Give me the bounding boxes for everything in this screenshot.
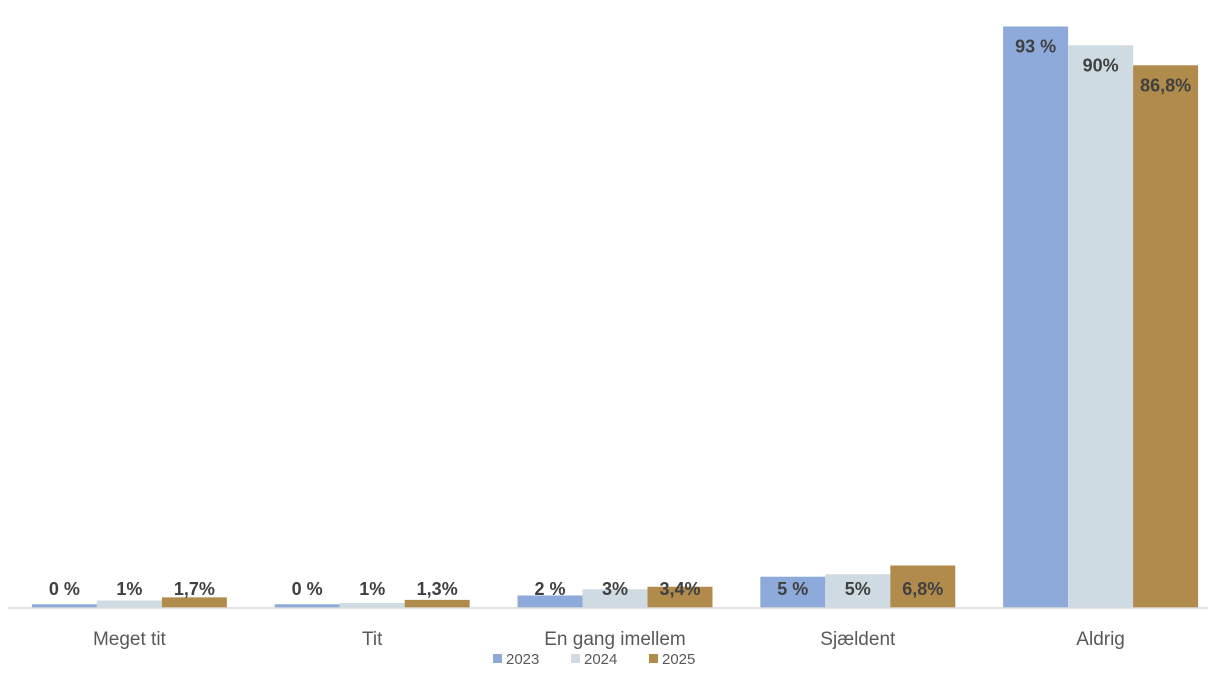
bar-tit-2024 [339, 602, 405, 608]
bar-aldrig-2023 [1003, 26, 1069, 609]
bar-meget-tit-2024 [96, 600, 162, 608]
bar-sjaeldent-2023 [760, 576, 826, 608]
legend-label-2025: 2025 [662, 651, 695, 668]
bar-en-gang-imellem-2025 [647, 586, 713, 608]
legend-label-2023: 2023 [506, 651, 539, 668]
data-label-en-gang-imellem-2025: 3,4% [659, 579, 700, 599]
legend-swatch-2023 [493, 654, 502, 663]
data-label-meget-tit-2025: 1,7% [174, 579, 215, 599]
data-label-aldrig-2025: 86,8% [1140, 75, 1191, 95]
data-label-sjaeldent-2025: 6,8% [902, 579, 943, 599]
legend: 2023 2024 2025 [493, 651, 695, 668]
legend-item-2024: 2024 [571, 651, 617, 668]
bars-layer [31, 26, 1199, 609]
category-label-sjaeldent: Sjældent [820, 629, 896, 650]
category-label-en-gang-imellem: En gang imellem [544, 629, 686, 650]
data-label-en-gang-imellem-2023: 2 % [534, 579, 565, 599]
data-label-aldrig-2023: 93 % [1015, 37, 1056, 57]
bar-meget-tit-2023 [31, 604, 97, 608]
legend-swatch-2025 [649, 654, 658, 663]
bar-en-gang-imellem-2024 [582, 589, 648, 608]
data-label-meget-tit-2023: 0 % [49, 579, 80, 599]
data-label-sjaeldent-2024: 5% [845, 579, 871, 599]
data-labels-layer: 0 % 1% 1,7% 0 % 1% 1,3% 2 % 3% 3,4% 5 % 5% 6,8% 93 %… [49, 37, 1191, 599]
data-label-sjaeldent-2023: 5 % [777, 579, 808, 599]
category-labels-layer: Meget tit Tit En gang imellem Sjældent Aldri… [93, 629, 1125, 650]
bar-aldrig-2025 [1133, 65, 1199, 608]
legend-item-2025: 2025 [649, 651, 695, 668]
data-label-en-gang-imellem-2024: 3% [602, 579, 628, 599]
bar-tit-2023 [274, 604, 340, 608]
bar-sjaeldent-2025 [890, 565, 956, 608]
data-label-tit-2025: 1,3% [417, 579, 458, 599]
legend-label-2024: 2024 [584, 651, 617, 668]
category-label-aldrig: Aldrig [1076, 629, 1125, 650]
data-label-meget-tit-2024: 1% [116, 579, 142, 599]
bar-meget-tit-2025 [161, 597, 227, 608]
bar-tit-2025 [404, 599, 470, 608]
bar-sjaeldent-2024 [825, 574, 891, 608]
bar-en-gang-imellem-2023 [517, 595, 583, 608]
data-label-tit-2023: 0 % [292, 579, 323, 599]
bar-aldrig-2024 [1068, 45, 1134, 608]
category-label-tit: Tit [362, 629, 383, 650]
data-label-aldrig-2024: 90% [1083, 55, 1119, 75]
data-label-tit-2024: 1% [359, 579, 385, 599]
legend-swatch-2024 [571, 654, 580, 663]
category-label-meget-tit: Meget tit [93, 629, 167, 650]
legend-item-2023: 2023 [493, 651, 539, 668]
